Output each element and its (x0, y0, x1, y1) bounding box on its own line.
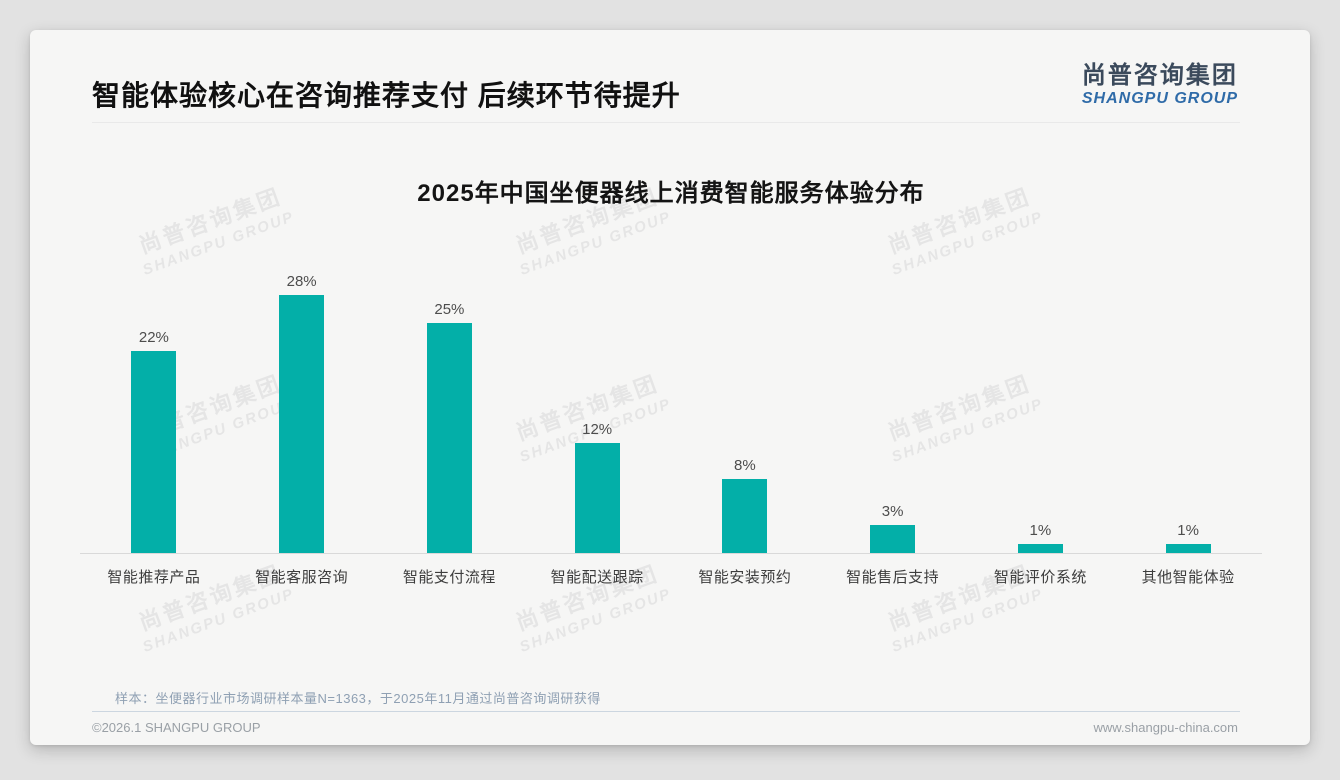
category-label: 其他智能体验 (1141, 569, 1235, 586)
slide-card: 尚普咨询集团 SHANGPU GROUP 尚普咨询集团 SHANGPU GROUP 尚普… (30, 30, 1310, 745)
title-underline-divider (92, 122, 1240, 123)
bar-chart-plot-area: 22% 28% 25% 12% 8% 3% 1% 1% (80, 233, 1262, 554)
category-label: 智能安装预约 (698, 569, 792, 586)
bar (1165, 543, 1211, 553)
bar-value-label: 8% (734, 457, 756, 475)
bar (131, 350, 177, 553)
footer-divider (92, 711, 1240, 712)
x-axis-category-labels: 智能推荐产品 智能客服咨询 智能支付流程 智能配送跟踪 智能安装预约 智能售后支持 智能评价… (80, 554, 1262, 587)
bar (870, 525, 916, 553)
bar-group: 1% (967, 233, 1115, 553)
logo-chinese-text: 尚普咨询集团 (1081, 62, 1238, 89)
bar-value-label: 3% (881, 503, 904, 521)
website-url: www.shangpu-china.com (1093, 720, 1238, 735)
slide-content: 智能体验核心在咨询推荐支付 后续环节待提升 尚普咨询集团 SHANGPU GRO… (30, 30, 1310, 745)
bar-group: 22% (80, 233, 228, 553)
bar (426, 323, 472, 553)
logo-english-text: SHANGPU GROUP (1081, 90, 1238, 108)
bar (1017, 543, 1063, 553)
category-label: 智能配送跟踪 (550, 569, 644, 586)
category-label: 智能支付流程 (402, 569, 496, 586)
category-label: 智能客服咨询 (255, 569, 349, 586)
page-title: 智能体验核心在咨询推荐支付 后续环节待提升 (92, 80, 681, 111)
bar (722, 479, 768, 553)
bar-value-label: 1% (1177, 521, 1199, 539)
bar-group: 8% (671, 233, 819, 553)
sample-note: 样本：坐便器行业市场调研样本量N=1363，于2025年11月通过尚普咨询调研获… (115, 691, 601, 706)
bar-group: 1% (1114, 233, 1262, 553)
category-label: 智能评价系统 (993, 569, 1087, 586)
bar-value-label: 12% (582, 420, 613, 438)
copyright-text: ©2026.1 SHANGPU GROUP (92, 720, 261, 735)
category-label: 智能推荐产品 (107, 569, 201, 586)
bar-group: 25% (376, 233, 524, 553)
category-label: 智能售后支持 (846, 569, 940, 586)
bar-group: 3% (819, 233, 967, 553)
bar-value-label: 1% (1029, 521, 1052, 539)
bar-value-label: 22% (138, 328, 169, 346)
bar (279, 295, 325, 553)
bar-value-label: 25% (434, 301, 465, 318)
company-logo: 尚普咨询集团 SHANGPU GROUP (1081, 62, 1238, 109)
bar-group: 28% (228, 233, 376, 553)
bar-group: 12% (523, 233, 671, 553)
chart-title: 2025年中国坐便器线上消费智能服务体验分布 (417, 180, 925, 207)
bar-value-label: 28% (286, 273, 317, 291)
bar (574, 442, 620, 553)
